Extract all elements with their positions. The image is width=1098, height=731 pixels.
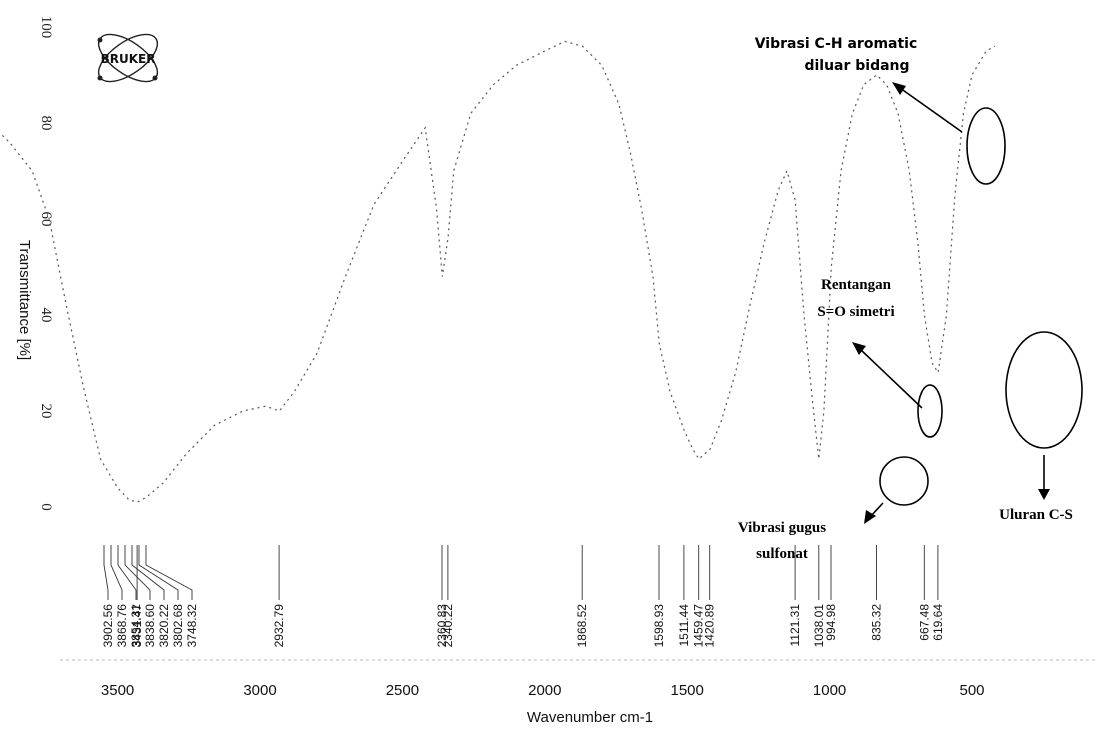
annotation-sulfonate-line1: Vibrasi gugus <box>738 520 826 536</box>
y-tick-label: 80 <box>38 116 54 131</box>
peak-label: 619.64 <box>931 604 945 641</box>
peak-label: 1598.93 <box>652 604 666 648</box>
peak-label: 2932.79 <box>272 604 286 648</box>
peak-label: 3802.68 <box>171 604 185 648</box>
x-tick-label: 2500 <box>386 682 419 699</box>
x-tick-label: 1000 <box>813 682 846 699</box>
peak-label: 667.48 <box>917 604 931 641</box>
annotation-cs-label: Uluran C-S <box>999 507 1073 523</box>
y-tick-labels: 0 20 40 60 80 100 <box>38 16 54 511</box>
annotation-so-ellipse <box>917 384 943 438</box>
annotation-ch-arrowhead <box>892 82 906 95</box>
peak-label: 3854.31 <box>129 604 143 648</box>
peak-label: 1121.31 <box>788 604 802 647</box>
peak-label: 1511.44 <box>677 604 691 647</box>
peak-label: 3868.76 <box>115 604 129 648</box>
peak-label: 1038.01 <box>812 604 826 648</box>
annotation-sulfonate: Vibrasi gugus sulfonat <box>738 456 929 562</box>
peak-label: 835.32 <box>870 604 884 641</box>
x-axis-label: Wavenumber cm-1 <box>527 709 653 726</box>
y-tick-label: 0 <box>38 503 54 511</box>
x-tick-labels: 3500 3000 2500 2000 1500 1000 500 <box>101 682 985 699</box>
annotation-ch-aromatic: Vibrasi C-H aromatic diluar bidang <box>755 36 1006 185</box>
peak-marker <box>110 545 123 600</box>
x-tick-label: 3000 <box>243 682 276 699</box>
peak-label: 3431.47 <box>130 604 144 648</box>
spectrum-line <box>0 40 996 503</box>
y-tick-label: 20 <box>38 404 54 419</box>
annotation-cs-stretch: Uluran C-S <box>999 331 1083 523</box>
x-tick-label: 500 <box>959 682 984 699</box>
peak-label: 1459.47 <box>692 604 706 648</box>
annotation-cs-ellipse <box>1005 331 1083 449</box>
annotation-so-line1: Rentangan <box>821 277 892 293</box>
x-tick-label: 3500 <box>101 682 134 699</box>
peak-label: 3902.56 <box>101 604 115 648</box>
annotation-so-arrow <box>859 348 923 409</box>
peak-marker <box>145 545 193 600</box>
annotation-ch-line1: Vibrasi C-H aromatic <box>755 36 918 52</box>
peak-label: 1420.89 <box>703 604 717 648</box>
y-axis-label: Transmittance [%] <box>16 240 33 360</box>
y-tick-label: 40 <box>38 308 54 323</box>
x-tick-label: 1500 <box>671 682 704 699</box>
annotation-sulfonate-arrowhead <box>864 510 876 524</box>
bruker-logo: BRUKER <box>97 33 159 83</box>
logo-text: BRUKER <box>101 52 156 66</box>
peak-label: 3838.60 <box>143 604 157 648</box>
y-tick-label: 60 <box>38 212 54 227</box>
annotation-sulfonate-line2: sulfonat <box>756 546 808 562</box>
peak-label: 2340.22 <box>441 604 455 648</box>
annotation-so-symmetric: Rentangan S=O simetri <box>817 277 943 438</box>
annotation-so-arrowhead <box>852 342 866 355</box>
annotation-ch-arrow <box>899 87 963 133</box>
annotation-cs-arrowhead <box>1038 489 1050 500</box>
peak-label: 3820.22 <box>157 604 171 648</box>
peak-label: 1868.52 <box>575 604 589 648</box>
peak-markers: 3902.56 3868.76 3854.31 3838.60 3820.22 3802.… <box>101 545 945 647</box>
x-tick-label: 2000 <box>528 682 561 699</box>
annotation-ch-ellipse <box>966 107 1006 185</box>
peak-marker <box>103 545 109 600</box>
y-tick-label: 100 <box>38 16 54 39</box>
annotation-sulfonate-ellipse <box>879 456 929 506</box>
peak-label: 2360.83 <box>435 604 449 648</box>
peak-marker <box>131 545 165 600</box>
annotation-ch-line2: diluar bidang <box>804 58 909 74</box>
peak-marker <box>117 545 137 600</box>
annotation-so-line2: S=O simetri <box>817 304 894 320</box>
peak-marker <box>138 545 179 600</box>
peak-label: 3748.32 <box>185 604 199 648</box>
peak-label: 994.98 <box>824 604 838 641</box>
